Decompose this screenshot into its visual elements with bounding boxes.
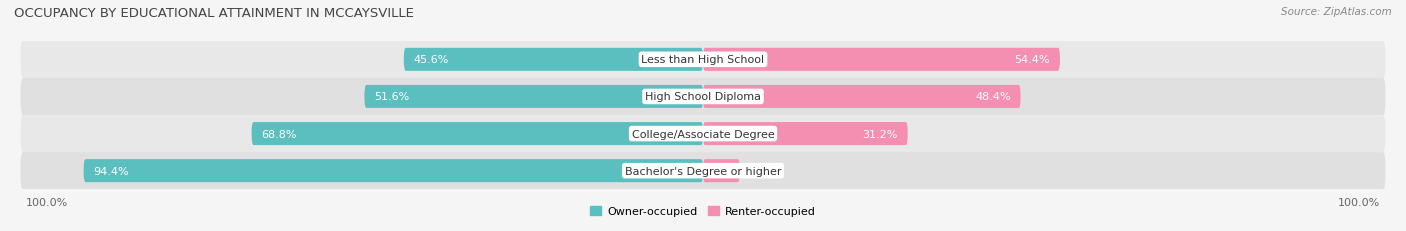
Text: 68.8%: 68.8% xyxy=(262,129,297,139)
FancyBboxPatch shape xyxy=(21,152,1385,189)
FancyBboxPatch shape xyxy=(703,122,908,146)
Text: 31.2%: 31.2% xyxy=(862,129,898,139)
Text: 51.6%: 51.6% xyxy=(374,92,409,102)
Text: 45.6%: 45.6% xyxy=(413,55,449,65)
Text: OCCUPANCY BY EDUCATIONAL ATTAINMENT IN MCCAYSVILLE: OCCUPANCY BY EDUCATIONAL ATTAINMENT IN M… xyxy=(14,7,413,20)
Text: 54.4%: 54.4% xyxy=(1015,55,1050,65)
FancyBboxPatch shape xyxy=(21,79,1385,116)
Text: 5.6%: 5.6% xyxy=(749,166,778,176)
Text: Less than High School: Less than High School xyxy=(641,55,765,65)
FancyBboxPatch shape xyxy=(404,49,703,72)
Text: College/Associate Degree: College/Associate Degree xyxy=(631,129,775,139)
Legend: Owner-occupied, Renter-occupied: Owner-occupied, Renter-occupied xyxy=(591,206,815,216)
Text: 48.4%: 48.4% xyxy=(976,92,1011,102)
FancyBboxPatch shape xyxy=(21,42,1385,79)
FancyBboxPatch shape xyxy=(703,159,740,182)
FancyBboxPatch shape xyxy=(83,159,703,182)
FancyBboxPatch shape xyxy=(703,49,1060,72)
Text: 94.4%: 94.4% xyxy=(93,166,129,176)
Text: High School Diploma: High School Diploma xyxy=(645,92,761,102)
Text: Source: ZipAtlas.com: Source: ZipAtlas.com xyxy=(1281,7,1392,17)
FancyBboxPatch shape xyxy=(21,116,1385,152)
FancyBboxPatch shape xyxy=(703,85,1021,109)
FancyBboxPatch shape xyxy=(252,122,703,146)
FancyBboxPatch shape xyxy=(364,85,703,109)
Text: Bachelor's Degree or higher: Bachelor's Degree or higher xyxy=(624,166,782,176)
